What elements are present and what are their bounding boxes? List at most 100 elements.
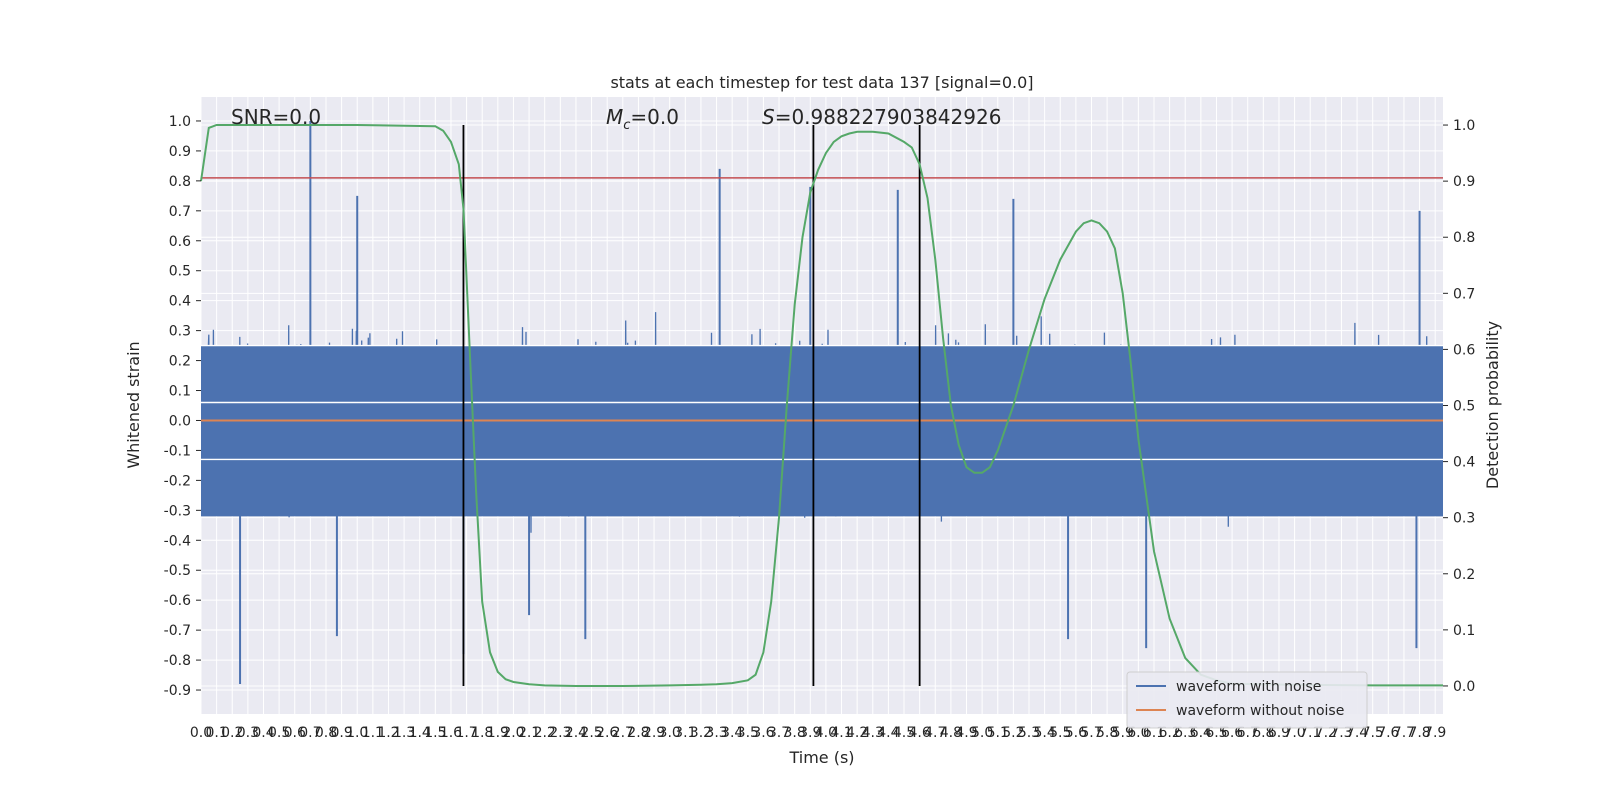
x-tick-label: 3.8 [784,725,806,741]
x-tick-label: 4.8 [940,725,962,741]
x-tick-label: 5.2 [1002,725,1024,741]
x-tick-label: 0.9 [330,725,352,741]
x-tick-label: 7.4 [1346,725,1368,741]
y-tick-label: 0.2 [169,354,191,370]
x-tick-label: 1.8 [471,725,493,741]
x-tick-label: 0.4 [252,725,274,741]
x-tick-label: 0.8 [315,725,337,741]
x-tick-label: 7.1 [1299,725,1321,741]
y-tick-label: -0.5 [164,563,191,579]
chirp-mass-annotation: Mc=0.0 [606,105,679,133]
y-tick-label: 0.8 [169,174,191,190]
y-tick-label: 0.6 [169,234,191,250]
chirp-mass-value: =0.0 [630,105,679,129]
score-symbol: S [762,105,775,129]
y-tick-label: -0.7 [164,623,191,639]
legend-box [1126,671,1368,729]
white-horizontal-lines [201,344,1443,461]
x-tick-label: 0.1 [205,725,227,741]
y-tick-label: 0.4 [169,294,191,310]
y-right-tick-label: 0.3 [1453,511,1475,527]
x-tick-label: 3.3 [705,725,727,741]
x-tick-label: 5.3 [1018,725,1040,741]
x-tick-label: 6.4 [1190,725,1212,741]
chirp-mass-symbol: M [606,105,623,129]
x-tick-label: 4.1 [830,725,852,741]
x-tick-label: 3.5 [737,725,759,741]
x-tick-label: 3.2 [690,725,712,741]
y-tick-label: -0.1 [164,443,191,459]
y-right-tick-label: 0.4 [1453,455,1475,471]
x-tick-label: 5.9 [1112,725,1134,741]
y-tick-label: 0.3 [169,324,191,340]
x-tick-label: 5.8 [1096,725,1118,741]
chirp-mass-subscript: c [623,118,630,133]
legend: waveform with noise waveform without noi… [1126,671,1368,729]
x-tick-label: 0.6 [284,725,306,741]
x-tick-label: 7.6 [1377,725,1399,741]
x-tick-label: 1.6 [440,725,462,741]
noise-dense-band [201,345,1443,517]
y-tick-label: -0.9 [164,683,191,699]
x-tick-label: 4.3 [862,725,884,741]
y-tick-label: -0.4 [164,533,191,549]
x-tick-label: 2.4 [565,725,587,741]
x-tick-label: 6.2 [1158,725,1180,741]
x-tick-label: 1.7 [455,725,477,741]
y-axis-label-right: Detection probability [1483,321,1502,489]
x-tick-label: 4.6 [909,725,931,741]
x-tick-label: 7.9 [1424,725,1446,741]
x-tick-label: 2.8 [627,725,649,741]
x-tick-label: 0.2 [221,725,243,741]
x-tick-label: 0.3 [237,725,259,741]
x-tick-label: 2.1 [518,725,540,741]
x-tick-label: 7.7 [1393,725,1415,741]
x-tick-label: 3.7 [768,725,790,741]
x-tick-label: 1.2 [377,725,399,741]
x-ticks: 0.00.10.20.30.40.50.60.70.80.91.01.11.21… [190,725,1446,741]
legend-label-noise: waveform with noise [1176,679,1321,695]
x-tick-label: 2.9 [643,725,665,741]
x-tick-label: 3.0 [659,725,681,741]
x-tick-label: 2.5 [580,725,602,741]
y-right-tick-label: 0.2 [1453,567,1475,583]
x-tick-label: 3.9 [799,725,821,741]
y-tick-label: -0.8 [164,653,191,669]
x-tick-label: 7.8 [1408,725,1430,741]
x-tick-label: 2.6 [596,725,618,741]
score-annotation: S=0.988227903842926 [762,105,1001,129]
x-tick-label: 5.7 [1080,725,1102,741]
x-tick-label: 3.6 [752,725,774,741]
x-tick-label: 1.0 [346,725,368,741]
x-tick-label: 1.9 [487,725,509,741]
y-right-tick-label: 0.0 [1453,679,1475,695]
x-tick-label: 5.1 [987,725,1009,741]
x-tick-label: 2.7 [612,725,634,741]
x-tick-label: 1.1 [362,725,384,741]
y-right-tick-label: 0.9 [1453,174,1475,190]
x-tick-label: 5.4 [1033,725,1055,741]
x-tick-label: 0.0 [190,725,212,741]
x-tick-label: 4.9 [955,725,977,741]
x-tick-label: 4.5 [893,725,915,741]
y-tick-label: -0.2 [164,473,191,489]
x-tick-label: 4.0 [815,725,837,741]
x-tick-label: 6.1 [1143,725,1165,741]
x-tick-label: 4.7 [924,725,946,741]
x-tick-label: 2.0 [502,725,524,741]
y-tick-label: 0.1 [169,384,191,400]
x-tick-label: 6.8 [1252,725,1274,741]
legend-label-clean: waveform without noise [1176,703,1344,719]
left-y-ticks: -0.9 -0.8 -0.7 -0.6 -0.5 -0.4 -0.3 -0.2 -0.1 0.0 0… [164,114,201,699]
x-tick-label: 6.5 [1205,725,1227,741]
y-tick-label: -0.3 [164,503,191,519]
x-tick-label: 0.7 [299,725,321,741]
snr-annotation: SNR=0.0 [231,105,321,129]
x-tick-label: 7.2 [1315,725,1337,741]
x-tick-label: 6.7 [1237,725,1259,741]
y-tick-label: 0.9 [169,144,191,160]
x-tick-label: 1.5 [424,725,446,741]
y-axis-label-left: Whitened strain [124,341,143,468]
y-right-tick-label: 0.6 [1453,342,1475,358]
